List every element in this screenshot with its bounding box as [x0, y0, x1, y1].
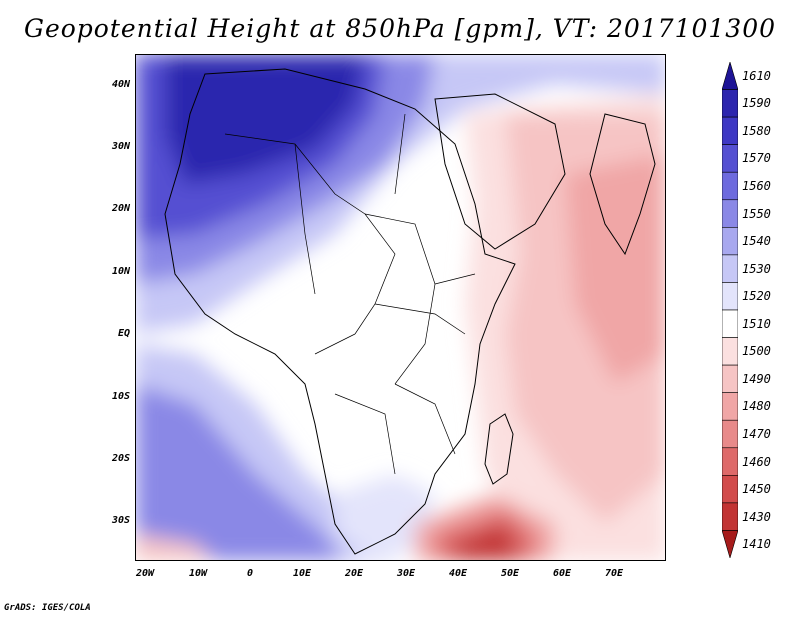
x-tick-label: 0 — [246, 568, 254, 579]
height-contour-region — [455, 524, 520, 561]
y-tick-label: 10N — [111, 266, 130, 277]
colorbar-swatch — [722, 475, 738, 504]
colorbar-label: 1610 — [742, 68, 771, 83]
colorbar-swatch — [722, 392, 738, 421]
x-tick-label: 10W — [188, 568, 208, 579]
height-contour-region — [335, 474, 435, 561]
map-title: Geopotential Height at 850hPa [gpm], VT:… — [23, 14, 777, 43]
y-tick-label: 30N — [111, 141, 130, 152]
colorbar-swatch — [722, 502, 738, 531]
colorbar-label: 1530 — [742, 261, 771, 276]
x-tick-label: 10E — [292, 568, 312, 579]
africa-outline — [164, 68, 516, 555]
colorbar-swatch — [722, 144, 738, 173]
colorbar-label: 1470 — [742, 427, 771, 441]
arabia-outline — [434, 93, 566, 250]
colorbar-swatch — [722, 89, 738, 118]
y-tick-label: 10S — [111, 391, 130, 402]
colorbar-swatch — [722, 447, 738, 476]
map-frame — [135, 54, 666, 561]
colorbar-label: 1500 — [742, 344, 771, 359]
colorbar-swatch — [722, 337, 738, 366]
colorbar-label: 1450 — [742, 482, 771, 497]
y-tick-label: 40N — [111, 79, 130, 90]
colorbar-swatch — [722, 254, 738, 283]
india-outline — [589, 113, 656, 256]
colorbar-label: 1560 — [742, 179, 771, 193]
x-tick-label: 20W — [135, 568, 155, 579]
y-tick-label: 30S — [111, 515, 130, 526]
colorbar-swatch — [722, 116, 738, 145]
colorbar-label: 1590 — [742, 96, 771, 111]
colorbar-swatch — [722, 364, 738, 393]
colorbar-label: 1580 — [742, 123, 771, 138]
colorbar-label: 1410 — [742, 537, 771, 552]
colorbar-swatch — [722, 309, 738, 338]
height-contour-region — [135, 534, 215, 561]
colorbar-label: 1460 — [742, 454, 771, 469]
height-contour-region — [135, 384, 345, 561]
colorbar-swatch — [722, 199, 738, 228]
colorbar-label: 1430 — [742, 509, 771, 524]
colorbar-label: 1490 — [742, 371, 771, 386]
colorbar-label: 1570 — [742, 151, 771, 166]
colorbar-swatch — [722, 227, 738, 256]
y-tick-label: 20S — [111, 453, 130, 464]
country-borders — [224, 113, 476, 475]
colorbar-swatch — [722, 171, 738, 201]
colorbar-label: 1550 — [742, 206, 771, 221]
colorbar-label: 1510 — [742, 316, 771, 331]
colorbar — [722, 62, 738, 558]
colorbar-swatch — [722, 282, 738, 311]
colorbar-label: 1480 — [742, 399, 771, 414]
colorbar-swatch — [722, 62, 738, 90]
x-tick-label: 70E — [604, 568, 624, 579]
colorbar-label: 1520 — [742, 289, 771, 304]
madagascar-outline — [484, 413, 514, 485]
x-tick-label: 40E — [448, 568, 468, 579]
coastlines — [164, 68, 656, 555]
x-tick-label: 60E — [552, 568, 572, 579]
grads-credit: GrADS: IGES/COLA — [4, 603, 91, 613]
geopotential-map — [135, 54, 666, 561]
height-field — [135, 54, 666, 561]
x-tick-label: 50E — [500, 568, 520, 579]
y-tick-label: 20N — [111, 203, 130, 214]
x-tick-label: 20E — [344, 568, 364, 579]
colorbar-swatch — [722, 419, 738, 449]
colorbar-label: 1540 — [742, 234, 771, 249]
colorbar-swatch — [722, 530, 738, 558]
x-tick-label: 30E — [396, 568, 416, 579]
height-contour-region — [165, 54, 365, 184]
y-tick-label: EQ — [117, 328, 130, 339]
